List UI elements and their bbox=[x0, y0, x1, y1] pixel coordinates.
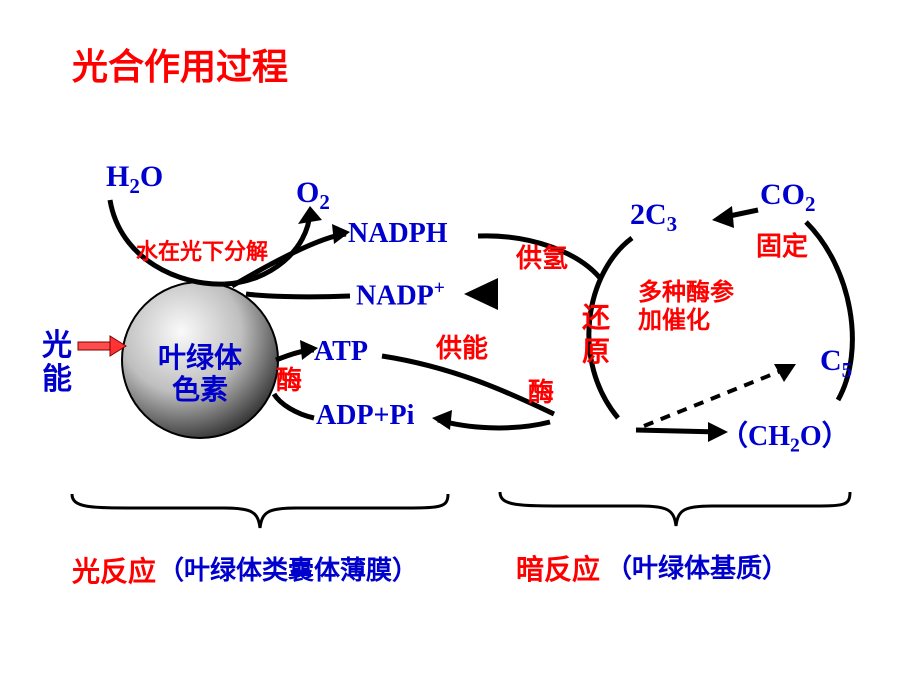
label-enzyme-right: 酶 bbox=[528, 372, 554, 409]
adp-arrowhead bbox=[432, 410, 452, 430]
brace-light-reaction bbox=[72, 494, 448, 528]
to-ch2o-line bbox=[636, 430, 720, 432]
label-light-reaction-loc: （叶绿体类囊体薄膜） bbox=[158, 550, 418, 587]
label-light-reaction: 光反应 bbox=[72, 550, 156, 590]
label-supply-h: 供氢 bbox=[516, 238, 568, 275]
label-dark-reaction: 暗反应 bbox=[516, 548, 600, 588]
label-water-split: 水在光下分解 bbox=[136, 234, 268, 266]
c5-regen-arrowhead bbox=[774, 364, 796, 382]
label-adp-pi: ADP+Pi bbox=[316, 400, 414, 432]
adp-to-sphere-arc bbox=[274, 394, 314, 418]
label-fix: 固定 bbox=[756, 226, 808, 263]
nadp-to-sphere bbox=[246, 294, 350, 297]
label-h2o: H2O bbox=[106, 160, 163, 199]
label-atp: ATP bbox=[314, 336, 368, 368]
adp-return-arc bbox=[438, 420, 550, 428]
label-nadph: NADPH bbox=[348, 218, 448, 250]
label-light-energy-2: 能 bbox=[42, 354, 72, 398]
label-2c3: 2C3 bbox=[630, 198, 677, 237]
label-nadp-plus: NADP+ bbox=[356, 278, 445, 312]
co2-arrowhead bbox=[712, 206, 734, 228]
label-supply-energy: 供能 bbox=[436, 328, 488, 365]
label-enzyme-left: 酶 bbox=[276, 360, 302, 397]
label-enzymes-2: 加催化 bbox=[638, 300, 710, 335]
label-ch2o: （CH2O） bbox=[720, 414, 850, 458]
nadp-return-arrowhead bbox=[464, 278, 498, 310]
label-c5: C5 bbox=[820, 344, 852, 383]
label-o2: O2 bbox=[296, 176, 330, 215]
label-dark-reaction-loc: （叶绿体基质） bbox=[606, 548, 788, 585]
brace-dark-reaction bbox=[500, 492, 850, 526]
label-pigment-2: 色素 bbox=[172, 368, 228, 408]
diagram-title: 光合作用过程 bbox=[72, 38, 288, 90]
label-reduce-2: 原 bbox=[582, 330, 610, 370]
label-co2: CO2 bbox=[760, 178, 816, 217]
light-energy-arrow bbox=[78, 336, 126, 356]
